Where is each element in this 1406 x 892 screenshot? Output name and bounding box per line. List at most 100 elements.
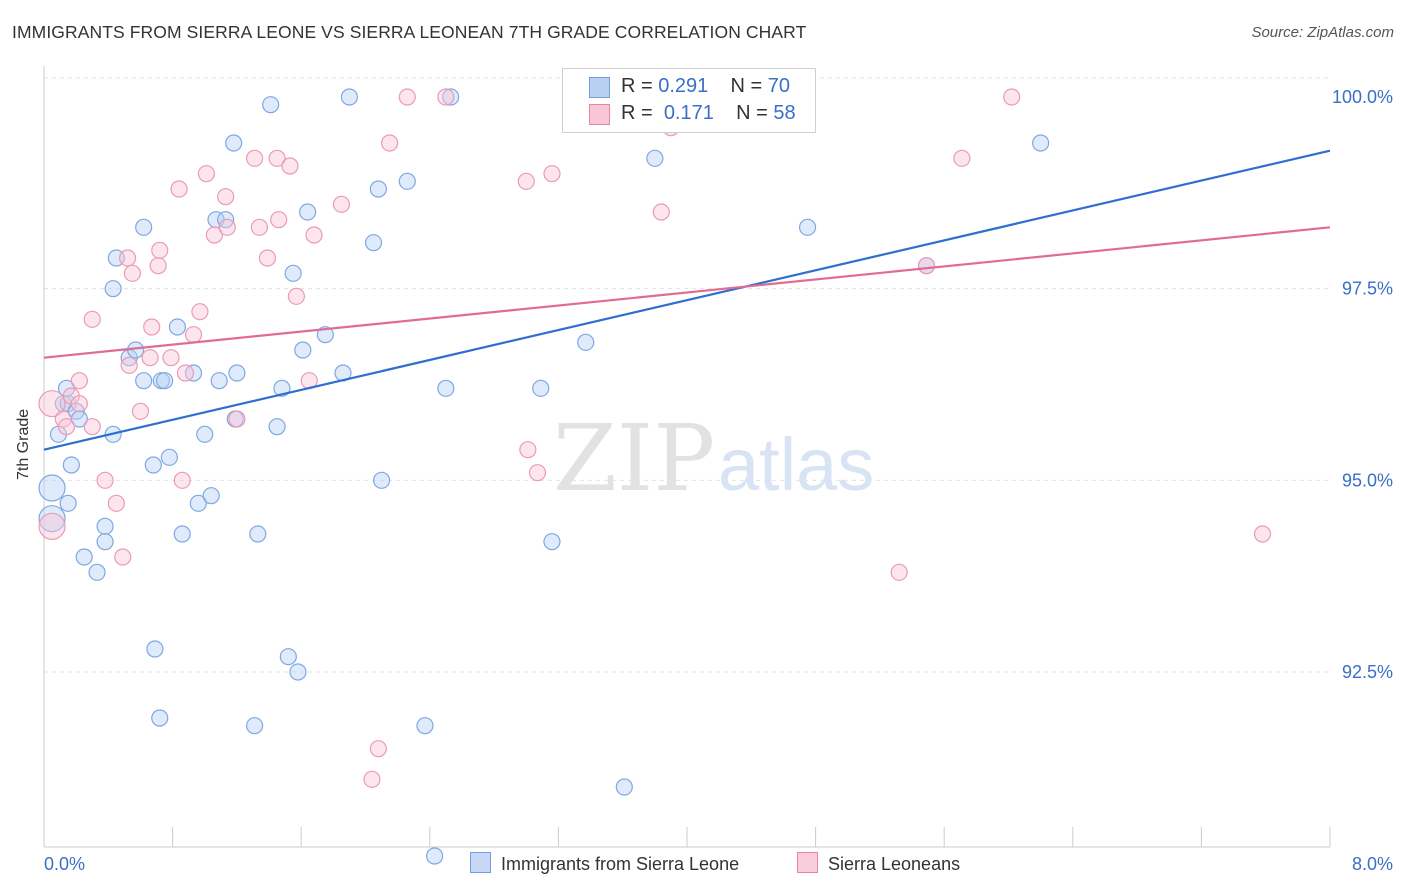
pink-data-point (38, 390, 66, 418)
pink-data-point (70, 395, 88, 413)
pink-data-point (151, 241, 169, 259)
pink-data-point (114, 548, 132, 566)
blue-data-point (268, 418, 286, 436)
pink-data-point (250, 218, 269, 236)
blue-data-point (294, 341, 312, 359)
pink-trend-line (43, 226, 1331, 359)
watermark-zip: ZIP (553, 405, 715, 512)
blue-data-point (437, 379, 455, 397)
bottom-legend-immigrants: Immigrants from Sierra Leone (470, 852, 739, 875)
pink-data-point (398, 88, 416, 106)
legend-n-label: N = (736, 102, 768, 124)
pink-data-point (107, 494, 125, 512)
blue-data-point (398, 172, 416, 190)
blue-data-point (88, 563, 106, 581)
pink-data-point (38, 512, 66, 540)
pink-data-point (141, 349, 159, 367)
blue-data-point (615, 778, 633, 796)
pink-data-point (332, 195, 350, 213)
pink-data-point (205, 226, 223, 244)
pink-data-point (287, 287, 305, 305)
pink-data-point (437, 88, 455, 106)
blue-data-point (262, 96, 280, 114)
blue-data-point (62, 456, 80, 474)
blue-data-point (372, 471, 391, 489)
pink-data-point (363, 770, 381, 788)
pink-data-point (197, 165, 215, 183)
blue-data-point (160, 448, 178, 466)
blue-data-point (151, 709, 169, 727)
axes (43, 66, 1331, 848)
bottom-legend-sierra-leoneans: Sierra Leoneans (797, 852, 960, 875)
legend-r-label: R = (621, 75, 653, 97)
y-tick-label: 92.5% (1342, 662, 1393, 682)
correlation-legend: R = 0.291 N = 70 R = 0.171 N = 58 (562, 68, 816, 133)
blue-data-point (104, 280, 122, 298)
pink-data-point (228, 410, 246, 428)
pink-data-point (149, 257, 167, 275)
y-tick-label: 95.0% (1342, 470, 1393, 490)
legend-swatch-pink (589, 104, 610, 125)
bottom-legend-label: Immigrants from Sierra Leone (501, 854, 740, 874)
blue-data-point (340, 88, 359, 106)
bottom-legend-swatch-pink (797, 852, 818, 873)
blue-data-point (279, 648, 297, 666)
pink-data-point (191, 303, 209, 321)
pink-data-point (543, 165, 561, 183)
blue-data-point (426, 847, 444, 865)
pink-data-point (176, 364, 195, 382)
pink-data-point (245, 149, 264, 167)
pink-data-point (218, 218, 236, 236)
pink-data-point (83, 418, 101, 436)
legend-r-value: 0.171 (663, 102, 714, 124)
pink-data-point (517, 172, 535, 190)
pink-data-point (70, 372, 88, 390)
blue-data-point (225, 134, 243, 152)
blue-data-point (245, 717, 264, 735)
pink-data-point (519, 441, 537, 459)
pink-data-point (268, 149, 286, 167)
tick-labels: 92.5% 95.0% 97.5% 100.0% 0.0% 8.0% (44, 87, 1393, 874)
blue-data-point (155, 372, 174, 390)
blue-data-point (144, 456, 162, 474)
blue-data-point (75, 548, 93, 566)
pink-data-point (270, 211, 288, 229)
blue-trend-line (43, 149, 1331, 451)
legend-n-value: 58 (773, 102, 796, 124)
legend-r-value: 0.291 (658, 75, 709, 97)
legend-n-label: N = (730, 75, 763, 97)
chart-title: IMMIGRANTS FROM SIERRA LEONE VS SIERRA L… (12, 22, 807, 42)
pink-data-point (1003, 88, 1021, 106)
blue-data-point (646, 149, 664, 167)
pink-data-point (281, 157, 299, 175)
blue-data-point (416, 717, 434, 735)
pink-data-point (1253, 525, 1272, 543)
blue-data-point (202, 487, 220, 505)
blue-data-point (284, 264, 302, 282)
blue-data-point (189, 494, 207, 512)
watermark-atlas: atlas (718, 423, 874, 506)
x-tick-label-max: 8.0% (1352, 854, 1393, 874)
pink-data-point (131, 402, 150, 420)
blue-data-point (543, 533, 561, 551)
pink-data-point (652, 203, 670, 221)
pink-data-point (57, 418, 76, 436)
blue-data-point (196, 425, 214, 443)
blue-data-point (442, 88, 460, 106)
pink-data-point (217, 188, 235, 206)
pink-data-point (118, 249, 137, 267)
blue-data-point (798, 218, 817, 236)
blue-data-point (369, 180, 387, 198)
blue-data-point (299, 203, 317, 221)
pink-data-point (143, 318, 161, 336)
blue-data-point (577, 333, 595, 351)
pink-data-point (162, 349, 180, 367)
y-tick-label: 100.0% (1332, 87, 1393, 107)
blue-data-point (532, 379, 550, 397)
legend-n-value: 70 (767, 75, 791, 97)
blue-data-point (59, 494, 77, 512)
pink-data-point (123, 264, 142, 282)
y-tick-label: 97.5% (1342, 279, 1393, 299)
pink-data-point (184, 326, 203, 344)
